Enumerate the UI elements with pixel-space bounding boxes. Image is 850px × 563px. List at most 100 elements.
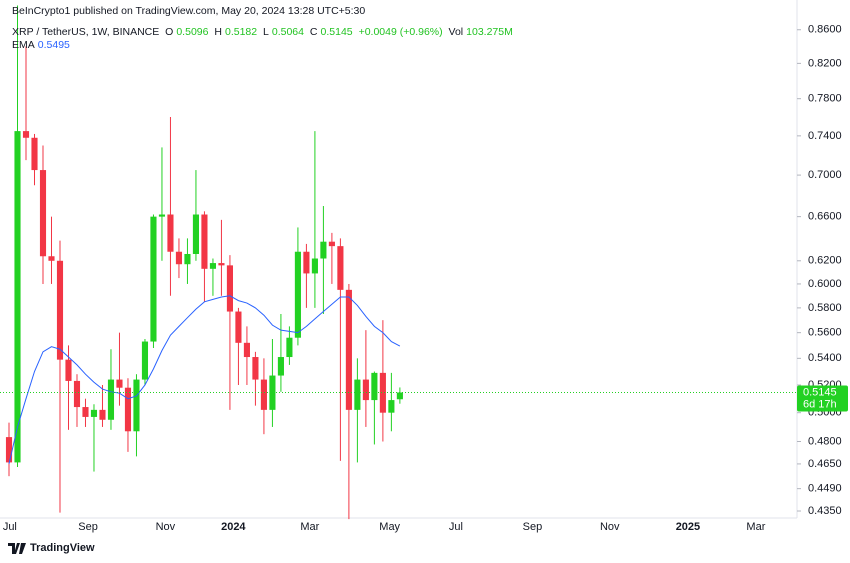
- candle-body: [31, 137, 38, 171]
- x-tick-label: Nov: [600, 521, 620, 533]
- candle-body: [345, 289, 352, 410]
- candle-body: [5, 437, 13, 463]
- candle-body: [99, 409, 106, 420]
- candle-body: [277, 357, 284, 376]
- l-label: L: [263, 26, 269, 38]
- x-tick-label: Sep: [523, 521, 543, 533]
- candle-body: [116, 379, 123, 388]
- candle-body: [39, 170, 47, 257]
- candle-body: [337, 246, 344, 290]
- candle-body: [73, 380, 81, 408]
- x-tick-label: Sep: [78, 521, 98, 533]
- c-label: C: [309, 26, 318, 38]
- y-tick-label: 0.5400: [808, 352, 842, 364]
- x-tick-label: 2024: [221, 521, 246, 533]
- brand-logo: [8, 542, 26, 554]
- last-price-label: 0.5145: [803, 386, 837, 398]
- candle-body: [175, 251, 183, 265]
- candle-body: [141, 341, 149, 380]
- change: +0.0049 (+0.96%): [358, 26, 443, 38]
- candle-body: [252, 357, 259, 380]
- candle-body: [260, 379, 267, 410]
- candle-body: [167, 214, 174, 252]
- x-tick-label: Jul: [3, 521, 17, 533]
- candle-body: [192, 214, 200, 254]
- y-tick-label: 0.7400: [808, 130, 842, 142]
- close-value: 0.5145: [320, 26, 353, 38]
- candle-body: [243, 342, 250, 358]
- ema-value: 0.5495: [37, 39, 70, 51]
- symbol: XRP / TetherUS, 1W, BINANCE: [12, 26, 160, 38]
- candle-body: [158, 214, 166, 217]
- x-tick-label: Jul: [449, 521, 463, 533]
- y-tick-label: 0.4350: [808, 505, 842, 517]
- ema-label: EMA: [12, 39, 35, 51]
- candle-body: [124, 387, 132, 432]
- vol-value: 103.275M: [466, 26, 513, 38]
- high-value: 0.5182: [224, 26, 258, 38]
- candle-body: [65, 359, 72, 381]
- candle-body: [396, 392, 403, 400]
- x-tick-label: 2025: [676, 521, 700, 533]
- candle-body: [371, 372, 378, 401]
- x-tick-label: Mar: [746, 521, 765, 533]
- vol-label: Vol: [448, 26, 464, 38]
- x-tick-label: Nov: [156, 521, 176, 533]
- countdown: 6d 17h: [803, 398, 837, 410]
- y-tick-label: 0.5600: [808, 327, 842, 339]
- y-tick-label: 0.5800: [808, 302, 842, 314]
- candle-body: [226, 265, 233, 312]
- y-tick-label: 0.6200: [808, 255, 842, 267]
- candle-body: [269, 375, 276, 410]
- candle-body: [56, 260, 64, 360]
- candle-body: [354, 379, 361, 410]
- legend-ema: EMA 0.5495: [12, 39, 73, 51]
- candle-body: [328, 241, 335, 247]
- candle-body: [362, 379, 369, 401]
- y-tick-label: 0.6600: [808, 211, 842, 223]
- y-tick-label: 0.7800: [808, 93, 842, 105]
- candle-body: [209, 263, 216, 269]
- candle-body: [150, 216, 157, 342]
- candle-body: [48, 256, 55, 261]
- candle-body: [286, 337, 293, 358]
- candle-body: [311, 258, 318, 274]
- candle-body: [22, 131, 30, 138]
- last-price-badge: [797, 385, 848, 412]
- ema-line: [8, 295, 401, 465]
- y-tick-label: 0.8200: [808, 57, 842, 69]
- candle-body: [133, 379, 140, 432]
- candle-body: [235, 311, 242, 343]
- candle-body: [14, 131, 21, 463]
- low-value: 0.5064: [271, 26, 304, 38]
- h-label: H: [214, 26, 222, 38]
- candle-body: [107, 379, 115, 420]
- brand-name: TradingView: [30, 542, 95, 554]
- published: BeInCrypto1 published on TradingView.com…: [12, 5, 366, 17]
- candle-body: [201, 214, 208, 269]
- o-label: O: [165, 26, 174, 38]
- y-tick-label: 0.7000: [808, 169, 842, 181]
- footer-brand: TradingView: [8, 542, 95, 554]
- candle-body: [90, 409, 98, 417]
- candle-body: [184, 253, 191, 265]
- candle-body: [294, 251, 301, 338]
- candle-body: [218, 263, 225, 266]
- x-tick-label: Mar: [300, 521, 319, 533]
- candle-body: [379, 372, 386, 413]
- candle-body: [303, 251, 310, 274]
- legend-ohlc: XRP / TetherUS, 1W, BINANCE O 0.5096 H 0.5…: [12, 26, 516, 38]
- y-tick-label: 0.4490: [808, 483, 842, 495]
- publish-line: BeInCrypto1 published on TradingView.com…: [12, 5, 368, 17]
- y-tick-label: 0.4650: [808, 458, 842, 470]
- candle-body: [320, 241, 327, 259]
- y-tick-label: 0.4800: [808, 435, 842, 447]
- y-tick-label: 0.8600: [808, 24, 842, 36]
- candle-body: [82, 407, 89, 417]
- y-tick-label: 0.6000: [808, 278, 842, 290]
- candle-body: [388, 400, 395, 413]
- open-value: 0.5096: [176, 26, 209, 38]
- x-tick-label: May: [379, 521, 400, 533]
